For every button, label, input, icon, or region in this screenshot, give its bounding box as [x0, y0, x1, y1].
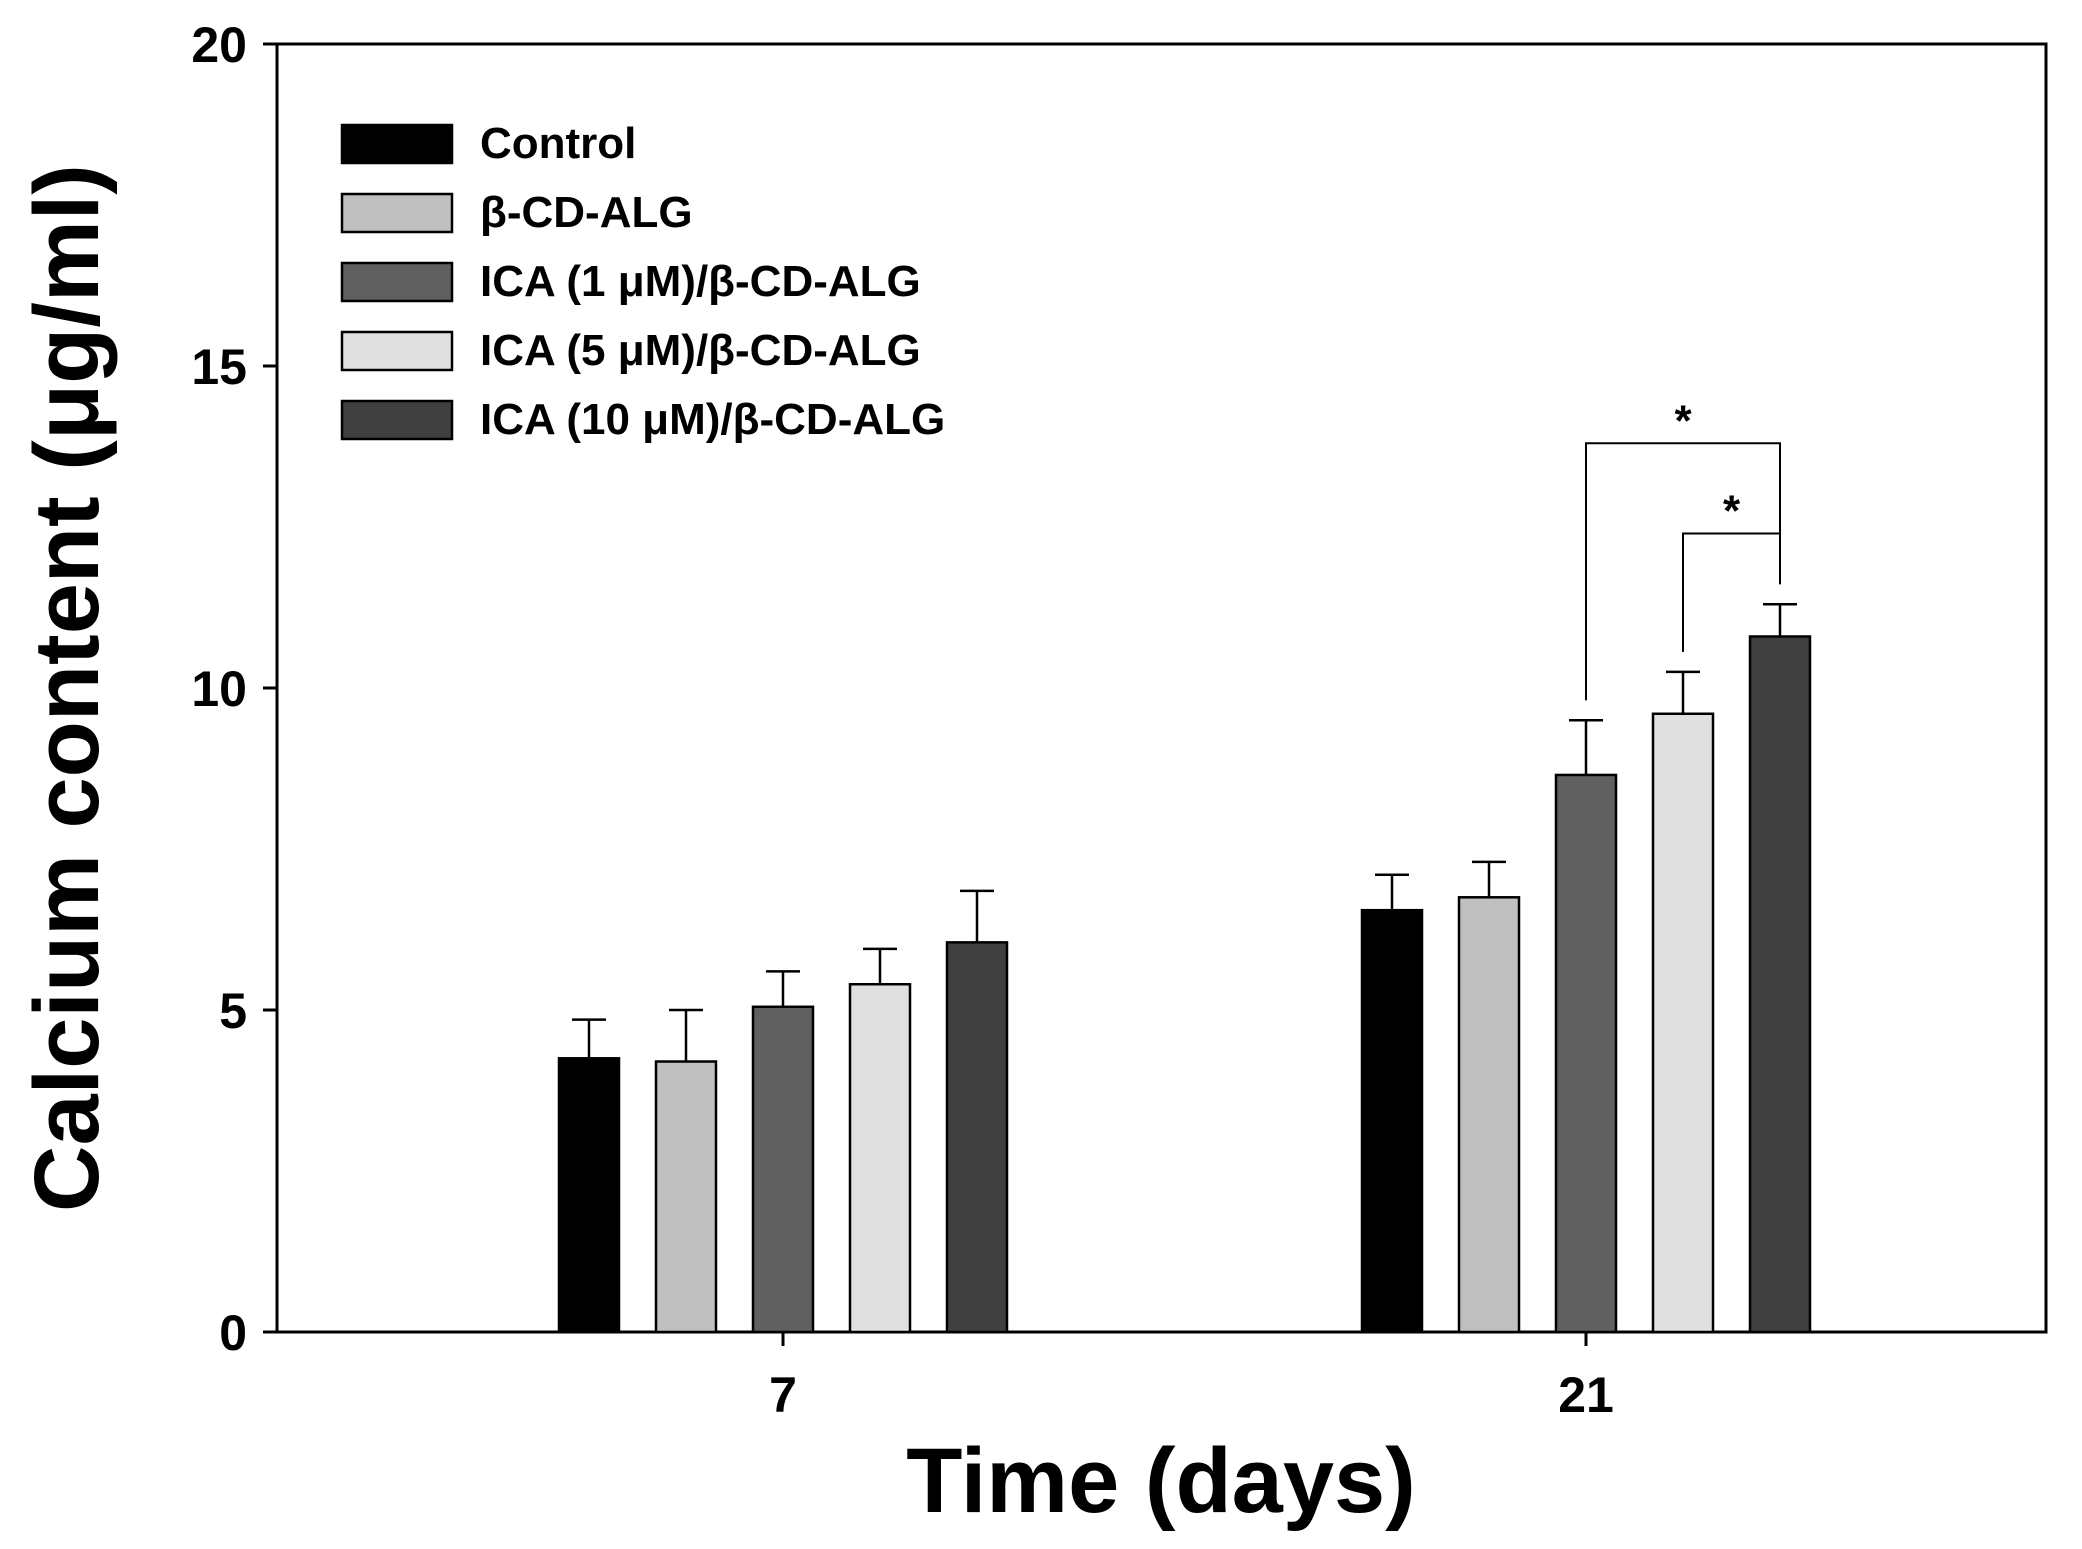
y-tick-label: 15 [191, 339, 247, 395]
y-axis: 0 5 10 15 20 [191, 17, 277, 1361]
legend-swatch [340, 261, 454, 303]
significance-bracket [1585, 442, 1781, 701]
legend-label: Control [480, 119, 636, 168]
significance-marker: * [1723, 486, 1741, 535]
bar [848, 982, 912, 1334]
y-axis-title: Calcium content (μg/ml) [16, 164, 118, 1212]
bar [654, 1060, 718, 1334]
legend-label: β-CD-ALG [480, 188, 693, 237]
bar [1457, 896, 1521, 1334]
legend-swatch [340, 399, 454, 441]
bar [751, 1005, 815, 1334]
x-axis: 7 21 [769, 1332, 1614, 1423]
bar [945, 941, 1009, 1334]
y-tick-label: 10 [191, 661, 247, 717]
bars [557, 635, 1812, 1334]
x-axis-title: Time (days) [906, 1430, 1416, 1532]
bar [1748, 635, 1812, 1334]
legend-label: ICA (1 μM)/β-CD-ALG [480, 257, 921, 306]
error-bars [572, 603, 1797, 1062]
legend-label: ICA (5 μM)/β-CD-ALG [480, 326, 921, 375]
bar [1554, 773, 1618, 1334]
legend-swatch [340, 123, 454, 165]
significance-brackets: ** [1585, 396, 1781, 701]
bar [1651, 712, 1715, 1334]
x-tick-label: 7 [769, 1367, 797, 1423]
legend-swatch [340, 330, 454, 372]
bar [557, 1057, 621, 1334]
legend-label: ICA (10 μM)/β-CD-ALG [480, 395, 945, 444]
bar [1360, 908, 1424, 1334]
legend-swatch [340, 192, 454, 234]
significance-bracket [1682, 532, 1781, 652]
x-tick-label: 21 [1558, 1367, 1614, 1423]
y-tick-label: 0 [219, 1305, 247, 1361]
significance-marker: * [1674, 396, 1692, 445]
y-tick-label: 20 [191, 17, 247, 73]
y-tick-label: 5 [219, 983, 247, 1039]
legend: Control β-CD-ALG ICA (1 μM)/β-CD-ALG ICA (5… [340, 119, 945, 444]
